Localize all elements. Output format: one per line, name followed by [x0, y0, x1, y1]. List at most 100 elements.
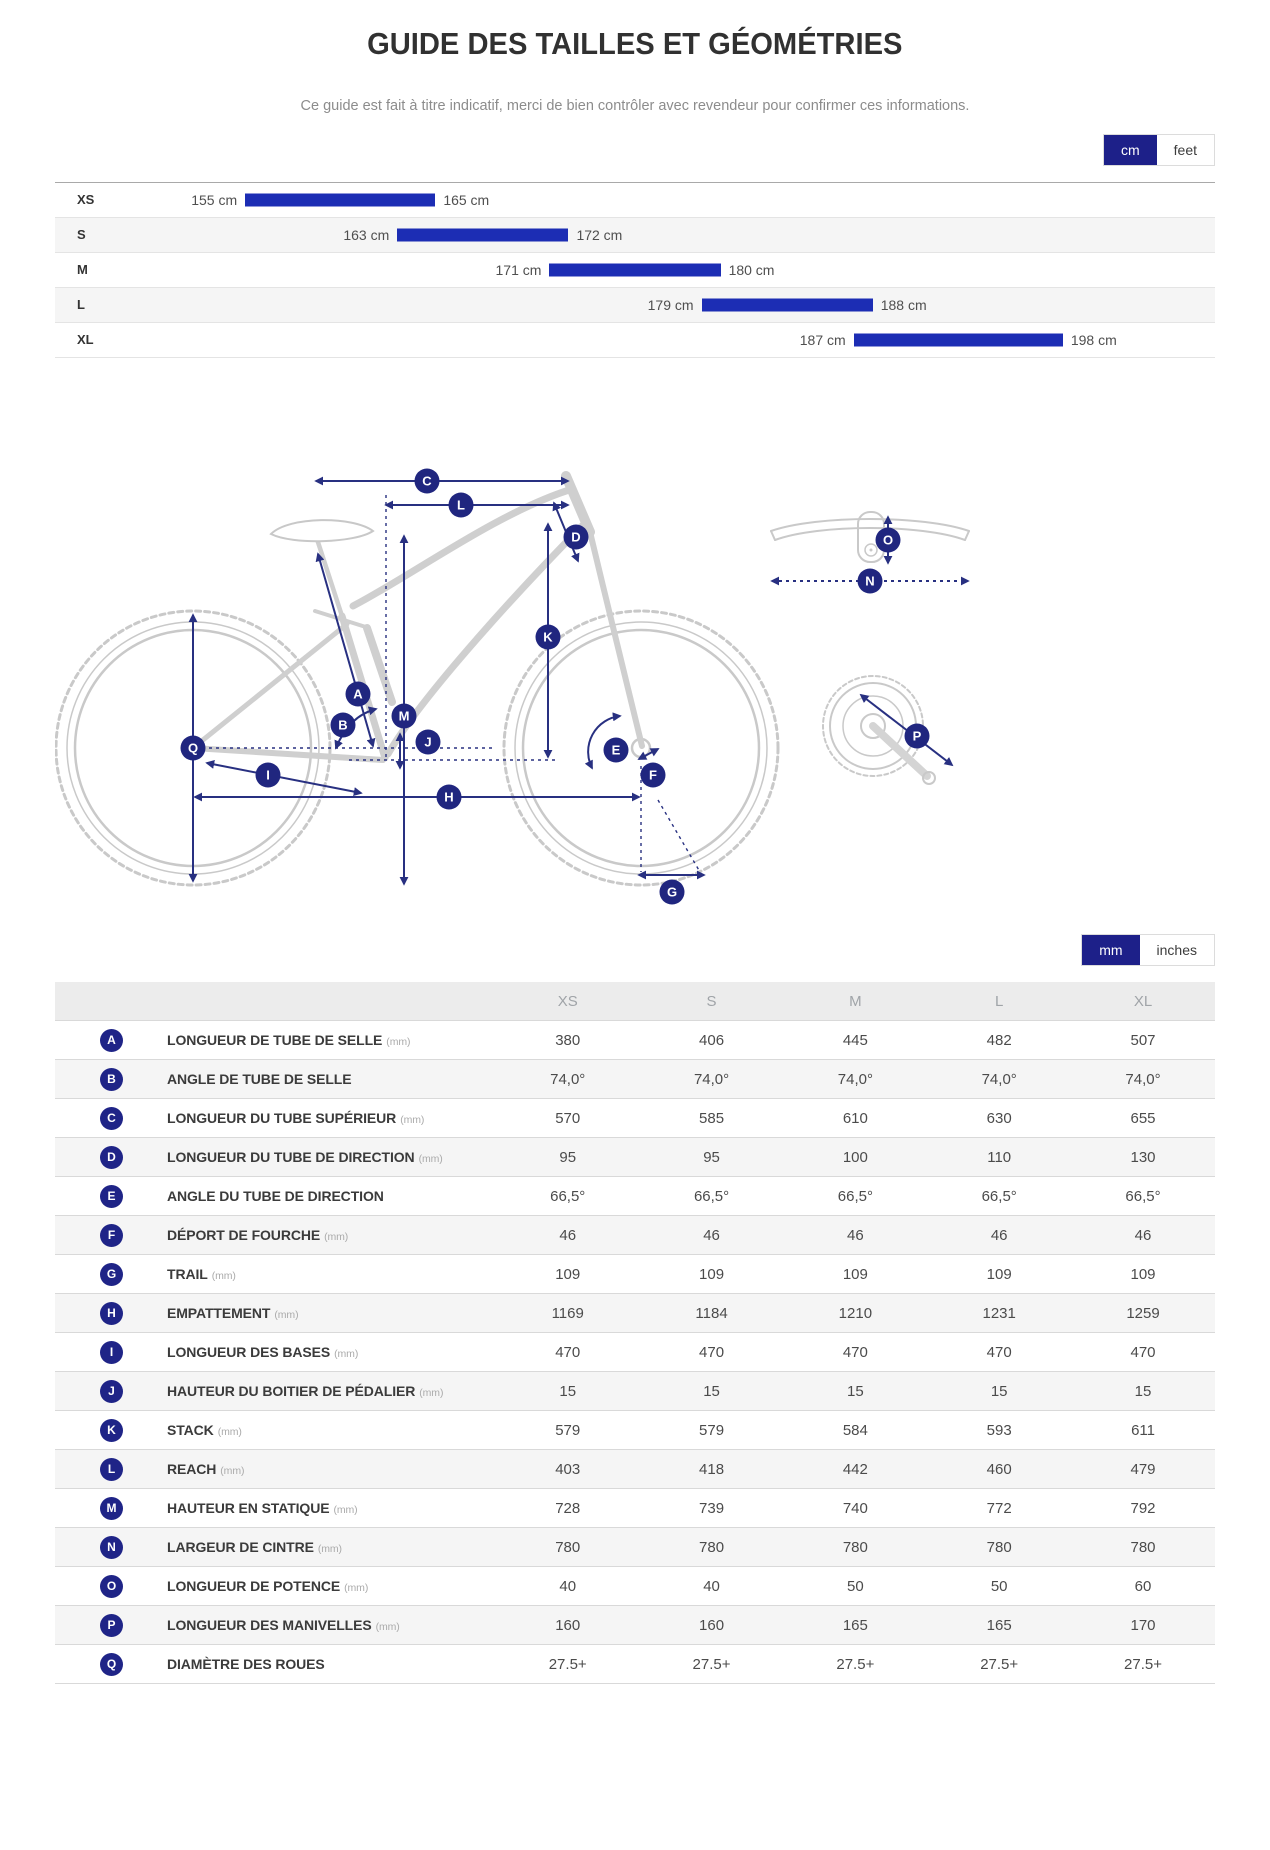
- value-M-XL: 792: [1130, 1499, 1156, 1517]
- height-max-label: 198 cm: [1070, 332, 1117, 348]
- row-label: TRAIL (mm): [167, 1266, 236, 1282]
- geometry-row-A: A LONGUEUR DE TUBE DE SELLE (mm) 380 406 445 4…: [55, 1020, 1215, 1059]
- value-P-XL: 170: [1130, 1616, 1156, 1634]
- row-badge-P: P: [100, 1613, 123, 1637]
- row-label: ANGLE DE TUBE DE SELLE: [167, 1071, 352, 1087]
- value-J-L: 15: [990, 1382, 1008, 1400]
- badge-A: A: [345, 681, 371, 707]
- toggle-cm-button[interactable]: cm: [1103, 135, 1157, 165]
- fork: [587, 529, 645, 749]
- row-unit: (mm): [418, 1153, 443, 1165]
- svg-text:O: O: [883, 533, 893, 548]
- geometry-row-D: D LONGUEUR DU TUBE DE DIRECTION (mm) 95 95 10…: [55, 1137, 1215, 1176]
- height-max-label: 180 cm: [728, 262, 775, 278]
- row-label-cell: O LONGUEUR DE POTENCE (mm): [55, 1574, 496, 1598]
- size-label: XS: [77, 192, 95, 207]
- size-label: L: [77, 297, 85, 312]
- row-unit: (mm): [419, 1387, 444, 1399]
- row-badge-L: L: [100, 1457, 123, 1481]
- value-K-XL: 611: [1131, 1421, 1155, 1439]
- badge-C: C: [414, 468, 440, 494]
- geometry-row-G: G TRAIL (mm) 109 109 109 109 109: [55, 1254, 1215, 1293]
- value-M-XS: 728: [555, 1499, 581, 1517]
- toggle-feet-button[interactable]: feet: [1156, 135, 1214, 165]
- badge-J: J: [415, 729, 441, 755]
- value-E-S: 66,5°: [693, 1187, 730, 1205]
- value-D-M: 100: [842, 1148, 868, 1166]
- row-unit: (mm): [274, 1309, 299, 1321]
- size-label: M: [77, 262, 88, 277]
- value-N-XL: 780: [1130, 1538, 1156, 1556]
- value-Q-XS: 27.5+: [548, 1655, 587, 1673]
- row-label-cell: E ANGLE DU TUBE DE DIRECTION: [55, 1184, 496, 1208]
- geometry-diagram-svg: A B C D E F G H I J K L M N O P Q: [54, 468, 970, 905]
- value-Q-S: 27.5+: [692, 1655, 731, 1673]
- value-M-M: 740: [842, 1499, 868, 1517]
- row-label: LONGUEUR DE POTENCE (mm): [167, 1578, 369, 1594]
- value-G-M: 109: [842, 1265, 868, 1283]
- badge-N: N: [857, 568, 883, 594]
- value-P-M: 165: [842, 1616, 868, 1634]
- value-L-XS: 403: [555, 1460, 581, 1478]
- value-Q-L: 27.5+: [980, 1655, 1019, 1673]
- row-label: LONGUEUR DE TUBE DE SELLE (mm): [167, 1032, 411, 1048]
- svg-text:Q: Q: [188, 741, 198, 756]
- row-unit: (mm): [344, 1582, 369, 1594]
- value-L-M: 442: [842, 1460, 868, 1478]
- row-label-cell: K STACK (mm): [55, 1418, 496, 1442]
- row-label-cell: I LONGUEUR DES BASES (mm): [55, 1340, 496, 1364]
- row-unit: (mm): [211, 1270, 236, 1282]
- height-min-label: 155 cm: [191, 192, 238, 208]
- badge-K: K: [535, 624, 561, 650]
- diagram-badges: A B C D E F G H I J K L M N O P Q: [180, 468, 930, 905]
- badge-E: E: [603, 737, 629, 763]
- value-Q-XL: 27.5+: [1124, 1655, 1162, 1673]
- geometry-table: XS S M L XL A LONGUEUR DE TUBE DE SELLE (mm) 380…: [55, 982, 1215, 1684]
- value-H-M: 1210: [838, 1304, 873, 1322]
- column-header-L: L: [995, 992, 1004, 1010]
- value-A-XL: 507: [1130, 1031, 1156, 1049]
- value-N-XS: 780: [555, 1538, 581, 1556]
- value-J-S: 15: [703, 1382, 720, 1400]
- row-unit: (mm): [334, 1348, 359, 1360]
- page-title: GUIDE DES TAILLES ET GÉOMÉTRIES: [367, 26, 903, 61]
- geometry-row-B: B ANGLE DE TUBE DE SELLE 74,0° 74,0° 74,0° 74…: [55, 1059, 1215, 1098]
- row-label: LARGEUR DE CINTRE (mm): [167, 1539, 342, 1555]
- geometry-row-M: M HAUTEUR EN STATIQUE (mm) 728 739 740 772 792: [55, 1488, 1215, 1527]
- value-H-XS: 1169: [551, 1304, 584, 1322]
- row-unit: (mm): [386, 1036, 411, 1048]
- row-badge-K: K: [100, 1418, 123, 1442]
- value-I-M: 470: [842, 1343, 868, 1361]
- value-P-XS: 160: [555, 1616, 581, 1634]
- height-range-bar: [397, 228, 569, 242]
- value-E-L: 66,5°: [981, 1187, 1017, 1205]
- row-label-cell: J HAUTEUR DU BOITIER DE PÉDALIER (mm): [55, 1379, 496, 1403]
- column-header-S: S: [706, 992, 717, 1010]
- toggle-mm-button[interactable]: mm: [1082, 935, 1140, 965]
- row-label-cell: A LONGUEUR DE TUBE DE SELLE (mm): [55, 1028, 496, 1052]
- value-F-XL: 46: [1134, 1226, 1152, 1244]
- badge-I: I: [255, 762, 281, 788]
- row-label-cell: M HAUTEUR EN STATIQUE (mm): [55, 1496, 496, 1520]
- dimension-E-angle-arc: [584, 712, 622, 770]
- row-unit: (mm): [333, 1504, 358, 1516]
- value-E-XS: 66,5°: [550, 1187, 586, 1205]
- value-K-L: 593: [986, 1421, 1012, 1439]
- row-label: LONGUEUR DES MANIVELLES (mm): [167, 1617, 400, 1633]
- value-B-XL: 74,0°: [1125, 1070, 1161, 1088]
- svg-text:B: B: [338, 718, 347, 733]
- value-H-XL: 1259: [1126, 1304, 1160, 1322]
- geometry-row-F: F DÉPORT DE FOURCHE (mm) 46 46 46 46 46: [55, 1215, 1215, 1254]
- value-C-XL: 655: [1130, 1109, 1156, 1127]
- row-label-cell: D LONGUEUR DU TUBE DE DIRECTION (mm): [55, 1145, 496, 1169]
- toggle-inches-button[interactable]: inches: [1139, 935, 1214, 965]
- value-L-L: 460: [986, 1460, 1012, 1478]
- frame: [190, 471, 595, 763]
- svg-text:I: I: [266, 768, 270, 783]
- row-label: STACK (mm): [167, 1422, 242, 1438]
- svg-text:A: A: [353, 687, 363, 702]
- row-badge-B: B: [100, 1067, 123, 1091]
- value-O-XL: 60: [1134, 1577, 1152, 1595]
- height-range-bar: [853, 333, 1063, 347]
- size-row-XL: XL 187 cm 198 cm: [55, 323, 1215, 358]
